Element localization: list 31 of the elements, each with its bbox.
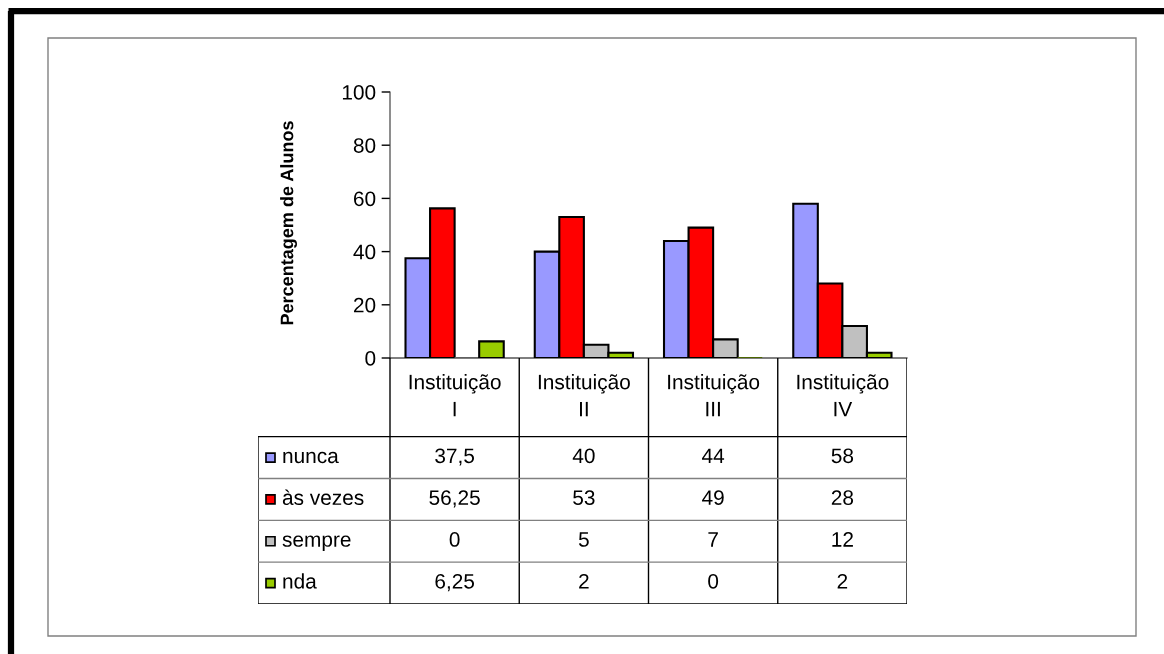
data-label: 53 xyxy=(573,490,595,505)
legend-label: nda xyxy=(283,573,317,589)
data-label: 5 xyxy=(578,532,589,547)
y-tick-label: 80 xyxy=(353,138,376,153)
x-tick-label: Instituição III xyxy=(668,374,760,417)
data-label: 12 xyxy=(832,532,853,547)
y-tick-label: 60 xyxy=(354,191,376,207)
data-label: 56,25 xyxy=(429,490,480,508)
data-label: 2 xyxy=(579,573,589,589)
data-label: 40 xyxy=(572,448,595,464)
y-tick-label: 100 xyxy=(342,85,376,100)
y-tick-label: 40 xyxy=(353,244,376,260)
data-label: 0 xyxy=(708,573,719,589)
y-tick-label: 0 xyxy=(365,351,376,366)
data-label: 44 xyxy=(702,448,725,463)
legend-label: às vezes xyxy=(282,489,364,505)
data-label: 2 xyxy=(837,573,848,589)
y-tick-label: 20 xyxy=(353,297,376,313)
legend-label: nunca xyxy=(283,451,339,464)
legend-label: sempre xyxy=(282,535,351,551)
x-tick-label: Instituição IV xyxy=(797,374,889,417)
data-label: 58 xyxy=(831,448,854,464)
data-label: 49 xyxy=(702,490,724,505)
x-tick-label: Instituição II xyxy=(538,374,630,417)
data-label: 28 xyxy=(831,490,854,505)
y-axis-title: Percentagem de Alunos xyxy=(280,121,297,325)
data-label: 6,25 xyxy=(435,573,475,592)
data-label: 0 xyxy=(449,532,460,547)
data-label: 7 xyxy=(708,532,718,547)
x-tick-label: Instituição I xyxy=(409,374,501,417)
data-label: 37,5 xyxy=(435,448,475,466)
